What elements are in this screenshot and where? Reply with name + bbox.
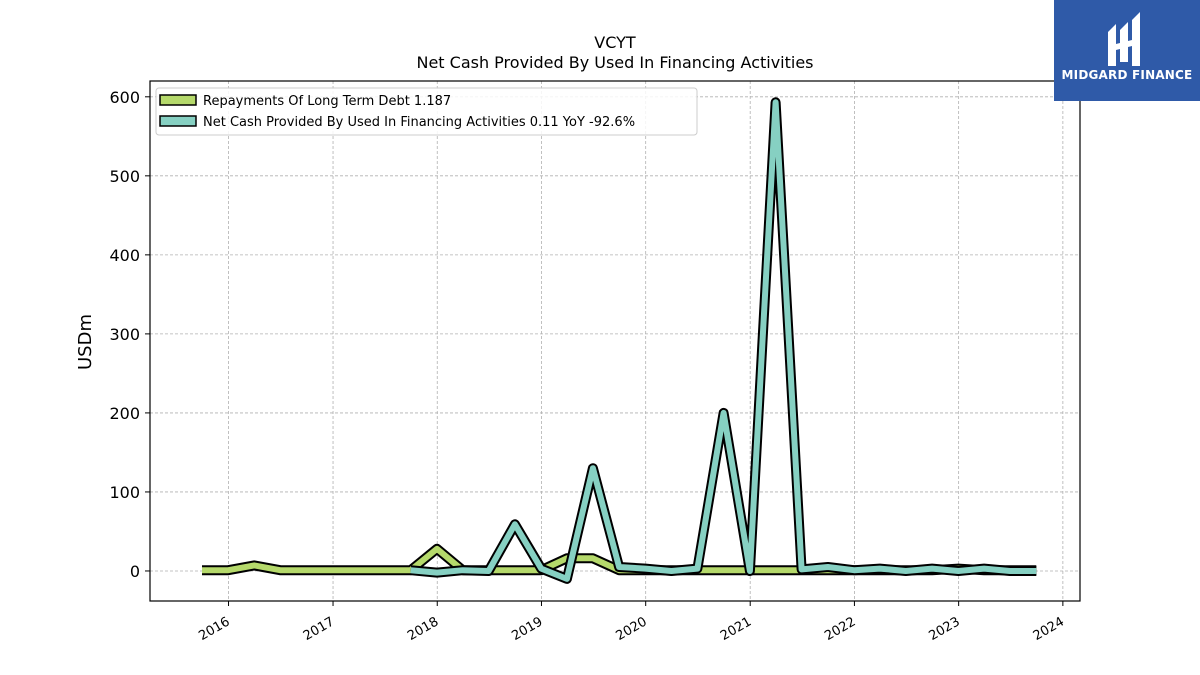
legend: Repayments Of Long Term Debt 1.187 Net Ca… <box>155 87 698 136</box>
series-outline-1 <box>410 97 1037 584</box>
midgard-logo-icon <box>1108 12 1140 66</box>
legend-swatch-0 <box>159 94 197 106</box>
y-tick-label: 400 <box>109 246 140 265</box>
logo-text: MIDGARD FINANCE <box>1061 68 1193 82</box>
series-line-1 <box>410 99 1037 582</box>
legend-box <box>155 87 698 136</box>
y-tick-label: 300 <box>109 325 140 344</box>
x-tick-label: 2017 <box>301 614 337 644</box>
midgard-finance-logo: MIDGARD FINANCE <box>1054 0 1200 101</box>
x-tick-label: 2019 <box>509 614 545 644</box>
plot-frame <box>149 80 1081 602</box>
x-tick-label: 2024 <box>1031 614 1067 644</box>
x-tick-label: 2021 <box>718 614 754 644</box>
x-tick-label: 2016 <box>196 614 232 644</box>
series-layer <box>202 97 1037 584</box>
chart-subtitle: Net Cash Provided By Used In Financing A… <box>416 53 813 72</box>
y-tick-label: 200 <box>109 404 140 423</box>
x-tick-label: 2020 <box>614 614 650 644</box>
grid <box>150 81 1080 601</box>
y-tick-label: 600 <box>109 88 140 107</box>
y-tick-label: 0 <box>130 562 140 581</box>
x-tick-label: 2022 <box>822 614 858 644</box>
y-tick-label: 500 <box>109 167 140 186</box>
x-tick-label: 2018 <box>405 614 441 644</box>
legend-swatch-1 <box>159 115 197 127</box>
chart-title: VCYT <box>594 33 636 52</box>
legend-label-1: Net Cash Provided By Used In Financing A… <box>203 115 635 130</box>
y-tick-label: 100 <box>109 483 140 502</box>
x-tick-label: 2023 <box>926 614 962 644</box>
y-axis-label: USDm <box>75 314 96 370</box>
legend-label-0: Repayments Of Long Term Debt 1.187 <box>203 94 451 109</box>
